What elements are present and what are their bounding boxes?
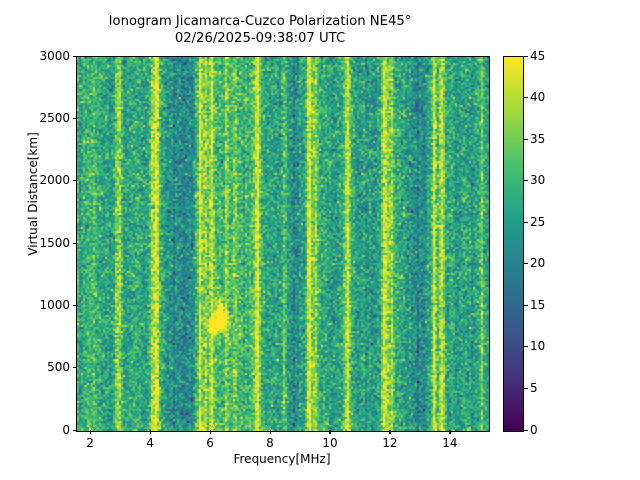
colorbar-tick-mark <box>524 346 528 348</box>
colorbar-tick-mark <box>524 263 528 265</box>
colorbar-tick-mark <box>524 138 528 140</box>
x-tick-label: 6 <box>206 436 214 450</box>
y-axis-label: Virtual Distance[km] <box>26 132 40 256</box>
title-line-1: Ionogram Jicamarca-Cuzco Polarization NE… <box>108 14 412 29</box>
colorbar-tick-label: 0 <box>530 422 538 437</box>
colorbar-tick-label: 15 <box>530 297 546 312</box>
colorbar-tick-label: 40 <box>530 90 546 105</box>
x-axis-label: Frequency[MHz] <box>233 452 331 466</box>
colorbar-tick-mark <box>524 221 528 223</box>
x-tick-label: 4 <box>146 436 154 450</box>
colorbar-tick-label: 10 <box>530 339 546 354</box>
colorbar-tick-mark <box>524 387 528 390</box>
y-tick-label: 1000 <box>39 297 70 312</box>
colorbar-tick-label: 25 <box>530 214 546 229</box>
colorbar-tick-label: 5 <box>530 380 538 395</box>
colorbar-tick-label: 30 <box>530 173 546 188</box>
colorbar <box>503 56 524 432</box>
y-tick-label: 500 <box>47 360 70 375</box>
colorbar-tick-label: 20 <box>530 256 546 271</box>
colorbar-gradient <box>504 57 523 431</box>
colorbar-tick-mark <box>524 429 528 431</box>
y-tick-label: 1500 <box>39 235 70 250</box>
x-tick-label: 12 <box>382 436 398 450</box>
x-tick-label: 2 <box>86 436 94 450</box>
ionogram-plot-area[interactable] <box>76 56 490 432</box>
ionogram-heatmap <box>77 57 489 431</box>
colorbar-tick-label: 45 <box>530 48 546 63</box>
y-tick-label: 3000 <box>39 48 70 63</box>
title-line-2: 02/26/2025-09:38:07 UTC <box>174 30 346 46</box>
page-title: Ionogram Jicamarca-Cuzco Polarization NE… <box>0 14 520 47</box>
colorbar-tick-label: 35 <box>530 131 546 146</box>
y-tick-label: 2500 <box>39 110 70 125</box>
colorbar-tick-mark <box>524 180 528 182</box>
colorbar-tick-mark <box>524 304 528 306</box>
x-tick-label: 8 <box>266 436 274 450</box>
colorbar-tick-mark <box>524 55 528 57</box>
y-tick-label: 2000 <box>39 173 70 188</box>
x-tick-label: 10 <box>322 436 338 450</box>
x-tick-label: 14 <box>442 436 458 450</box>
y-tick-label: 0 <box>62 422 70 437</box>
colorbar-tick-mark <box>524 97 528 99</box>
